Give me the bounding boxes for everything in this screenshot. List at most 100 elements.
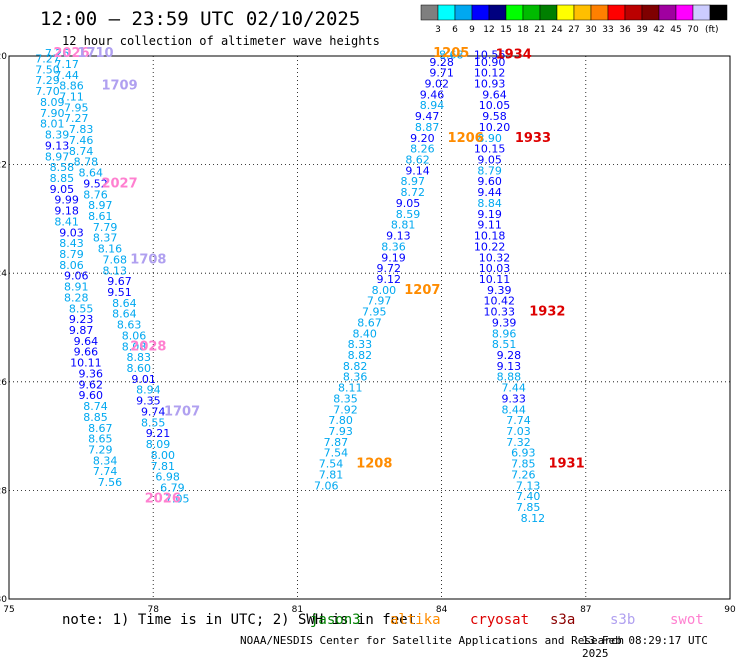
wave-height-label: 10.12 <box>474 67 506 80</box>
wave-height-label: 8.62 <box>405 154 430 167</box>
satellite-altika-label: altika <box>390 612 441 628</box>
wave-height-label: 10.03 <box>479 262 511 275</box>
wave-height-label: 7.74 <box>506 414 531 427</box>
colorbar-tick-label: 18 <box>517 25 529 35</box>
wave-height-label: 8.94 <box>136 384 161 397</box>
wave-height-label: 9.44 <box>477 186 502 199</box>
pass-time-label: 1934 <box>496 48 532 63</box>
pass-time-label: 1933 <box>515 131 551 146</box>
wave-height-label: 8.09 <box>146 438 171 451</box>
colorbar-unit: (ft) <box>705 25 719 35</box>
x-tick-label: 87 <box>580 605 591 615</box>
wave-height-label: 8.76 <box>83 188 108 201</box>
wave-height-label: 8.85 <box>83 411 108 424</box>
wave-height-label: 10.90 <box>474 56 506 69</box>
wave-height-label: 8.67 <box>357 316 382 329</box>
wave-height-label: 9.14 <box>405 164 430 177</box>
wave-height-label: 7.81 <box>319 468 344 481</box>
wave-height-label: 10.20 <box>479 121 511 134</box>
wave-height-label: 8.60 <box>127 362 152 375</box>
wave-height-label: 8.55 <box>69 302 94 315</box>
x-tick-label: 78 <box>147 605 159 615</box>
wave-height-label: 8.87 <box>415 121 440 134</box>
wave-height-label: 9.05 <box>396 197 421 210</box>
wave-height-label: 8.34 <box>93 454 118 467</box>
wave-height-label: 8.78 <box>74 156 99 169</box>
credit-line: NOAA/NESDIS Center for Satellite Applica… <box>240 634 625 647</box>
wave-height-label: 8.79 <box>59 248 84 261</box>
wave-height-label: 7.29 <box>35 74 60 87</box>
wave-height-label: 7.95 <box>64 101 89 114</box>
wave-height-label: 9.71 <box>429 67 454 80</box>
wave-height-label: 6.79 <box>160 481 185 494</box>
wave-height-label: 8.82 <box>343 360 368 373</box>
satellite-swot-label: swot <box>670 612 704 628</box>
colorbar-tick-label: 6 <box>452 25 458 35</box>
wave-height-label: 9.36 <box>78 367 103 380</box>
wave-height-label: 9.13 <box>497 360 522 373</box>
wave-height-label: 8.06 <box>59 259 84 272</box>
wave-height-label: 8.59 <box>396 208 421 221</box>
wave-height-label: 7.03 <box>506 425 531 438</box>
wave-height-label: 7.05 <box>165 492 190 505</box>
wave-height-label: 8.26 <box>410 143 435 156</box>
plot-frame <box>8 55 731 600</box>
pass-time-label: 2027 <box>101 176 137 191</box>
colorbar-swatch <box>709 4 728 21</box>
wave-height-label: 9.13 <box>386 230 411 243</box>
wave-height-label: 10.11 <box>479 273 511 286</box>
wave-height-label: 9.20 <box>410 132 435 145</box>
wave-height-label: 9.19 <box>477 208 502 221</box>
wave-height-label: 7.85 <box>511 458 536 471</box>
wave-height-label: 8.00 <box>372 284 397 297</box>
wave-height-label: 9.39 <box>492 316 517 329</box>
wave-height-label: 9.23 <box>69 313 94 326</box>
x-tick-label: 81 <box>292 605 303 615</box>
chart-subtitle: 12 hour collection of altimeter wave hei… <box>62 34 380 48</box>
wave-height-label: 7.56 <box>98 476 123 489</box>
wave-height-label: 9.62 <box>78 378 103 391</box>
wave-height-label: 8.37 <box>93 232 118 245</box>
wave-height-label: 9.47 <box>415 110 440 123</box>
wave-height-label: 8.00 <box>151 449 176 462</box>
wave-height-label: 8.91 <box>64 281 89 294</box>
wave-height-label: 7.26 <box>511 468 536 481</box>
pass-time-label: 2026 <box>145 491 181 506</box>
pass-time-label: 1709 <box>101 79 137 94</box>
wave-height-label: 9.33 <box>501 392 526 405</box>
wave-height-label: 9.21 <box>146 427 171 440</box>
wave-height-label: 8.06 <box>122 329 147 342</box>
wave-height-label: 10.05 <box>479 99 511 112</box>
wave-height-label: 7.40 <box>516 490 541 503</box>
pass-time-label: 1205 <box>433 46 469 61</box>
wave-height-label: 6.98 <box>155 471 180 484</box>
wave-height-label: 9.52 <box>83 177 108 190</box>
wave-height-label: 8.28 <box>64 291 89 304</box>
wave-height-label: 8.12 <box>521 512 546 525</box>
wave-height-label: 8.94 <box>420 99 445 112</box>
wave-height-label: 9.13 <box>45 139 70 152</box>
wave-height-label: 7.27 <box>64 112 89 125</box>
wave-height-label: 8.51 <box>492 338 517 351</box>
wave-height-label: 9.35 <box>136 395 161 408</box>
wave-height-label: 8.11 <box>338 382 363 395</box>
wave-height-label: 10.18 <box>474 230 506 243</box>
colorbar-tick-label: 42 <box>653 25 664 35</box>
wave-height-label: 8.16 <box>98 243 123 256</box>
wave-height-label: 9.28 <box>429 56 454 69</box>
wave-height-label: 9.01 <box>131 373 156 386</box>
wave-height-label: 8.39 <box>45 129 70 142</box>
wave-height-label: 8.83 <box>127 351 152 364</box>
wave-height-label: 8.88 <box>497 371 522 384</box>
y-tick-label: 28 <box>0 486 7 496</box>
wave-height-label: 9.74 <box>141 405 166 418</box>
wave-height-label: 7.27 <box>35 53 60 66</box>
colorbar-tick-label: 15 <box>500 25 511 35</box>
colorbar-tick-label: 9 <box>469 25 475 35</box>
wave-height-label: 9.51 <box>107 286 132 299</box>
wave-height-label: 8.96 <box>492 327 517 340</box>
wave-height-label: 7.92 <box>333 403 358 416</box>
pass-time-label: 1206 <box>448 131 484 146</box>
pass-time-label: 2026 <box>53 46 89 61</box>
wave-height-label: 8.97 <box>401 175 426 188</box>
